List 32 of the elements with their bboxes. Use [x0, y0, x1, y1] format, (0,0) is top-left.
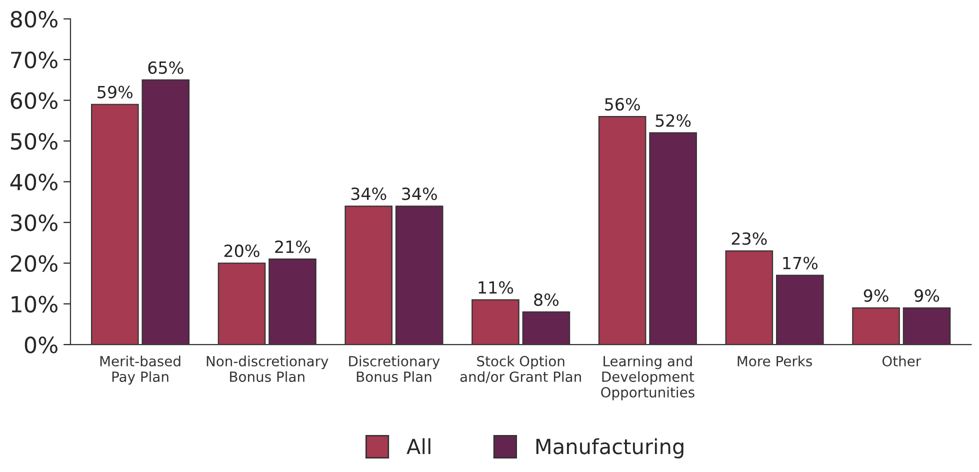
data-label: 21%	[275, 240, 310, 254]
data-label: 65%	[148, 61, 184, 74]
x-tick-label: Discretionary Bonus Plan	[349, 356, 440, 382]
x-tick-label: Learning and Development Opportunities	[601, 356, 694, 400]
x-tick-label: Stock Option and/or Grant Plan	[460, 356, 581, 384]
y-tick-label: 80%	[10, 10, 58, 28]
x-tick-label: Merit-based Pay Plan	[100, 356, 180, 385]
data-label: 34%	[402, 188, 437, 200]
data-label: 8%	[534, 293, 558, 306]
x-tick-label: Non-discretionary Bonus Plan	[206, 356, 328, 382]
y-tick-label: 30%	[10, 214, 58, 232]
legend-label: All	[406, 438, 430, 454]
data-label: 9%	[864, 289, 888, 302]
y-tick-label: 10%	[12, 296, 58, 313]
y-tick-label: 50%	[11, 132, 58, 150]
y-tick-label: 40%	[10, 174, 58, 190]
data-label: 23%	[732, 232, 767, 245]
y-tick-label: 60%	[10, 92, 58, 110]
data-label: 56%	[605, 98, 640, 111]
data-label: 34%	[351, 188, 386, 200]
data-label: 52%	[656, 114, 691, 127]
y-tick-label: 0%	[24, 336, 58, 354]
data-label: 20%	[224, 244, 260, 258]
data-label: 9%	[914, 289, 940, 302]
x-tick-label: Other	[882, 356, 922, 366]
x-tick-label: More Perks	[738, 356, 812, 366]
y-tick-label: 20%	[10, 255, 58, 272]
data-label: 11%	[478, 281, 514, 294]
data-label: 17%	[783, 256, 818, 270]
y-tick-label: 70%	[11, 52, 58, 68]
legend-label: Manufacturing	[536, 438, 684, 458]
data-label: 59%	[98, 86, 132, 98]
